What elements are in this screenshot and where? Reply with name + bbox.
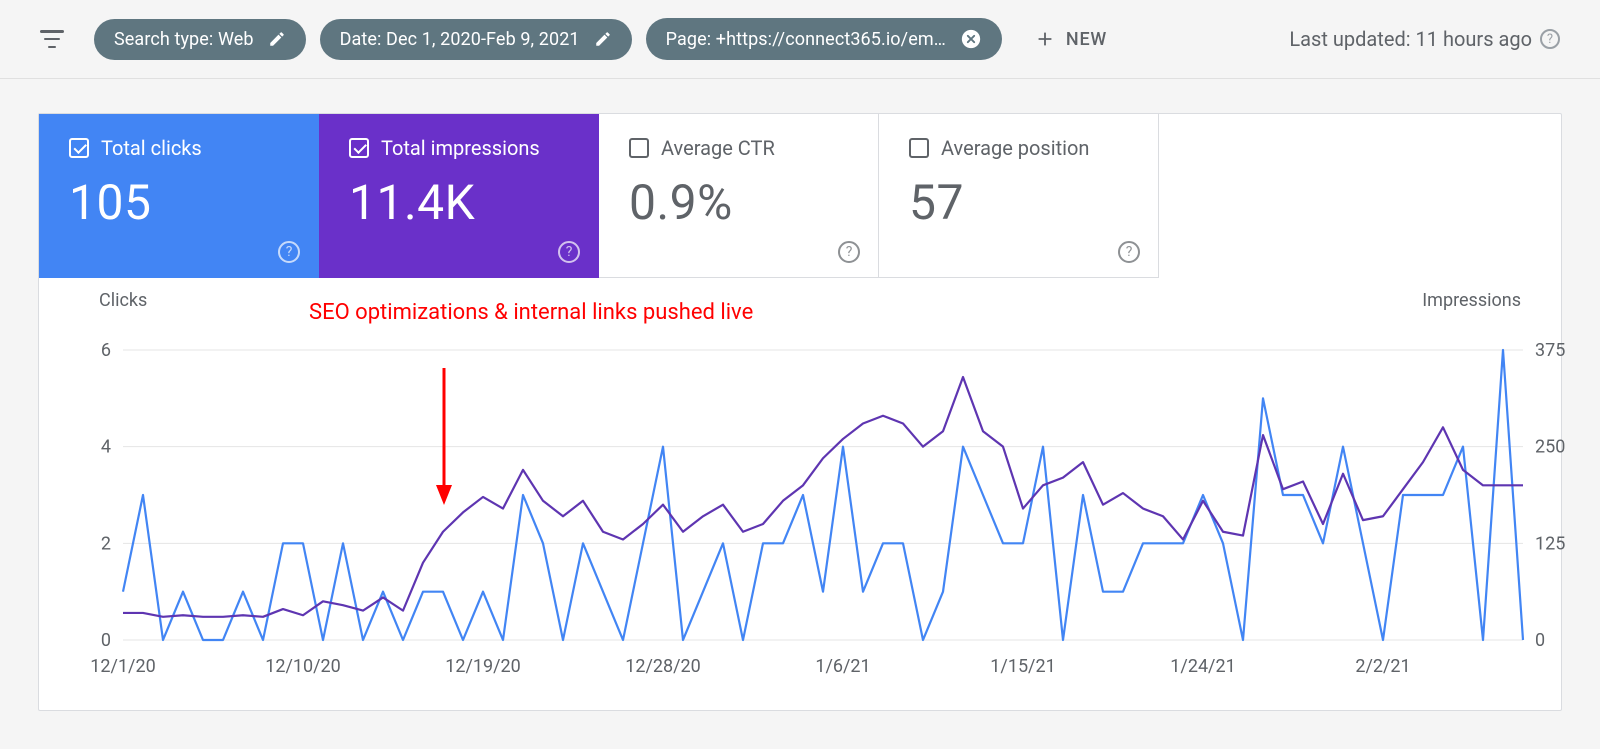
metric-total-clicks[interactable]: Total clicks 105 ?	[39, 114, 319, 278]
help-icon[interactable]: ?	[278, 241, 300, 263]
metric-label: Average CTR	[661, 136, 775, 160]
x-tick-label: 1/24/21	[1170, 656, 1235, 677]
checkbox-icon	[349, 138, 369, 158]
chip-label: Search type: Web	[114, 29, 254, 50]
performance-chart: 0 2 4 6 0 125 250 375	[73, 310, 1583, 650]
chip-page-filter[interactable]: Page: +https://connect365.io/em…	[646, 18, 1002, 60]
help-icon[interactable]: ?	[838, 241, 860, 263]
svg-text:6: 6	[101, 340, 111, 361]
chip-label: Date: Dec 1, 2020-Feb 9, 2021	[340, 29, 580, 50]
x-tick-label: 1/15/21	[990, 656, 1055, 677]
chart-area: Clicks Impressions SEO optimizations & i…	[39, 278, 1561, 650]
last-updated-text: Last updated: 11 hours ago	[1289, 27, 1532, 51]
checkbox-icon	[629, 138, 649, 158]
new-label: NEW	[1066, 29, 1107, 50]
metric-value: 105	[69, 174, 296, 231]
x-tick-label: 1/6/21	[815, 656, 870, 677]
svg-text:375: 375	[1535, 340, 1565, 361]
checkbox-icon	[909, 138, 929, 158]
plus-icon	[1034, 28, 1056, 50]
svg-text:2: 2	[101, 533, 111, 554]
metric-label: Total clicks	[101, 136, 202, 160]
metric-value: 57	[909, 174, 1136, 231]
x-tick-label: 12/28/20	[625, 656, 701, 677]
metric-label: Average position	[941, 136, 1089, 160]
close-icon[interactable]	[960, 28, 982, 50]
metric-average-ctr[interactable]: Average CTR 0.9% ?	[599, 114, 879, 278]
checkbox-icon	[69, 138, 89, 158]
x-axis-labels: 12/1/20 12/10/20 12/19/20 12/28/20 1/6/21 1/1…	[73, 650, 1527, 690]
help-icon[interactable]: ?	[1540, 29, 1560, 49]
svg-text:4: 4	[101, 437, 111, 458]
performance-card: Total clicks 105 ? Total impressions 11.…	[38, 113, 1562, 711]
last-updated: Last updated: 11 hours ago ?	[1289, 27, 1560, 51]
edit-icon	[594, 30, 612, 48]
svg-text:250: 250	[1535, 437, 1565, 458]
svg-text:0: 0	[101, 630, 111, 650]
axis-left-label: Clicks	[99, 290, 147, 311]
help-icon[interactable]: ?	[1118, 241, 1140, 263]
annotation-text: SEO optimizations & internal links pushe…	[309, 300, 753, 325]
edit-icon	[268, 30, 286, 48]
x-tick-label: 12/10/20	[265, 656, 341, 677]
filter-icon[interactable]	[40, 30, 64, 48]
metric-label: Total impressions	[381, 136, 540, 160]
metric-row: Total clicks 105 ? Total impressions 11.…	[39, 114, 1561, 278]
chip-date-range[interactable]: Date: Dec 1, 2020-Feb 9, 2021	[320, 19, 632, 60]
x-tick-label: 2/2/21	[1355, 656, 1410, 677]
metric-total-impressions[interactable]: Total impressions 11.4K ?	[319, 114, 599, 278]
svg-text:0: 0	[1535, 630, 1545, 650]
axis-right-label: Impressions	[1422, 290, 1521, 311]
x-tick-label: 12/19/20	[445, 656, 521, 677]
chip-search-type[interactable]: Search type: Web	[94, 19, 306, 60]
new-filter-button[interactable]: NEW	[1034, 28, 1107, 50]
metric-value: 11.4K	[349, 174, 576, 231]
x-tick-label: 12/1/20	[90, 656, 155, 677]
filter-bar: Search type: Web Date: Dec 1, 2020-Feb 9…	[0, 0, 1600, 79]
metric-value: 0.9%	[629, 174, 856, 231]
help-icon[interactable]: ?	[558, 241, 580, 263]
chip-label: Page: +https://connect365.io/em…	[666, 29, 946, 50]
metric-average-position[interactable]: Average position 57 ?	[879, 114, 1159, 278]
svg-text:125: 125	[1535, 533, 1565, 554]
